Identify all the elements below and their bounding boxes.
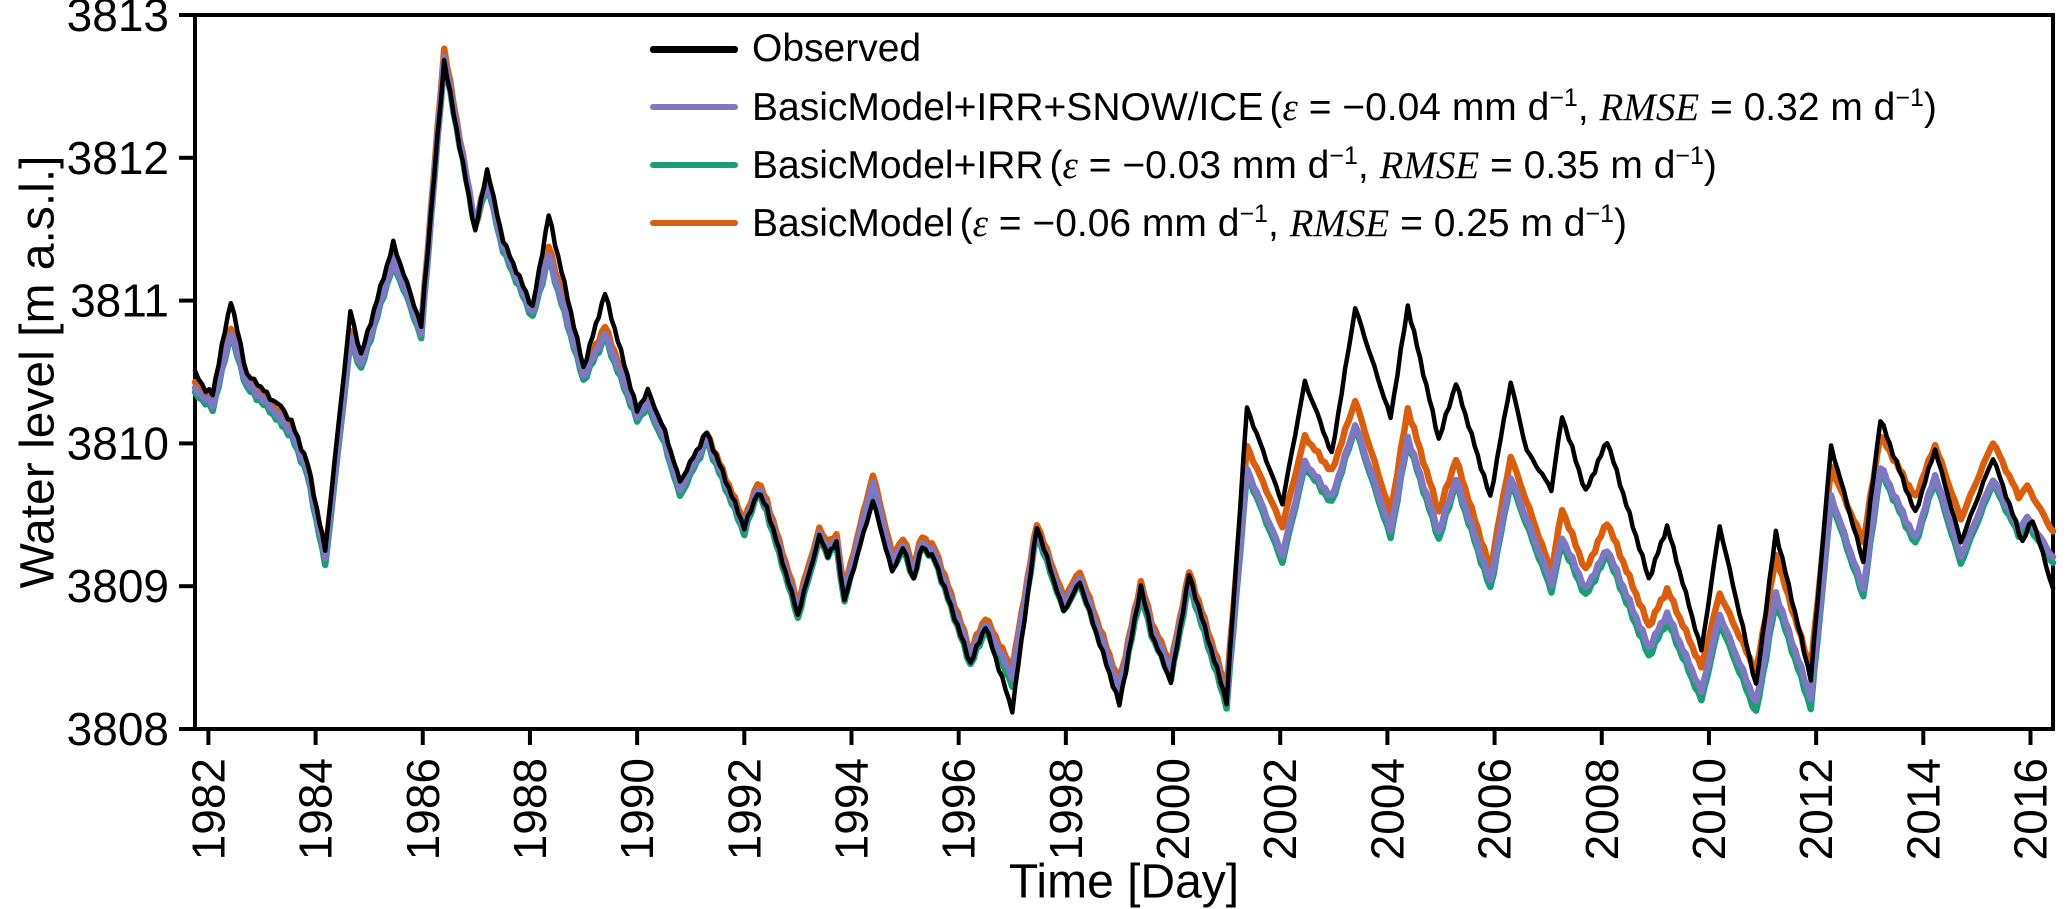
y-tick-label: 3811: [70, 275, 169, 327]
x-tick-label: 2010: [1683, 758, 1735, 860]
x-tick-label: 1990: [611, 758, 663, 860]
legend-label: Observed: [752, 27, 922, 70]
legend-line-swatch: [650, 162, 738, 168]
legend-label: BasicModel+IRR+SNOW/ICE (ε = −0.04 mm d−1…: [752, 83, 1937, 129]
legend-row-basicmodel-irr-snow-ice: BasicModel+IRR+SNOW/ICE (ε = −0.04 mm d−1…: [650, 78, 1937, 136]
y-tick-label: 3809: [67, 560, 169, 612]
legend-line-swatch: [650, 104, 738, 110]
x-tick-label: 2012: [1790, 758, 1842, 860]
y-tick-label: 3812: [67, 132, 169, 184]
legend-line-swatch: [650, 45, 738, 53]
x-tick-label: 2008: [1576, 758, 1628, 860]
y-tick-label: 3813: [67, 0, 169, 41]
legend-row-basicmodel-irr: BasicModel+IRR (ε = −0.03 mm d−1, RMSE = …: [650, 136, 1937, 194]
y-tick-label: 3810: [67, 417, 169, 469]
x-tick-label: 1994: [825, 758, 877, 860]
x-tick-label: 1988: [504, 758, 556, 860]
x-tick-label: 2016: [2004, 758, 2056, 860]
x-tick-label: 2014: [1897, 758, 1949, 860]
x-axis-title: Time [Day]: [1008, 855, 1240, 909]
series-observed: [192, 57, 2056, 715]
legend-stats: (ε = −0.03 mm d−1, RMSE = 0.35 m d−1): [1049, 141, 1717, 187]
x-tick-label: 1998: [1040, 758, 1092, 860]
x-tick-label: 1996: [933, 758, 985, 860]
x-tick-label: 1982: [182, 758, 234, 860]
y-axis-title: Water level [m a.s.l.]: [11, 155, 65, 589]
legend: Observed BasicModel+IRR+SNOW/ICE (ε = −0.0…: [650, 20, 1937, 252]
series-basicmodel-irr-snow-ice: [191, 54, 2057, 704]
legend-row-basicmodel: BasicModel (ε = −0.06 mm d−1, RMSE = 0.25…: [650, 194, 1937, 252]
x-tick-label: 1986: [397, 758, 449, 860]
x-tick-label: 2000: [1147, 758, 1199, 860]
legend-stats: (ε = −0.04 mm d−1, RMSE = 0.32 m d−1): [1269, 83, 1937, 129]
x-tick-label: 2002: [1254, 758, 1306, 860]
x-tick-label: 1992: [718, 758, 770, 860]
x-tick-label: 2006: [1469, 758, 1521, 860]
x-tick-label: 1984: [290, 758, 342, 860]
x-tick-label: 2004: [1361, 758, 1413, 860]
legend-row-observed: Observed: [650, 20, 1937, 78]
legend-label: BasicModel+IRR (ε = −0.03 mm d−1, RMSE = …: [752, 141, 1717, 187]
legend-line-swatch: [650, 220, 738, 226]
y-tick-label: 3808: [67, 703, 169, 755]
legend-label: BasicModel (ε = −0.06 mm d−1, RMSE = 0.25…: [752, 199, 1627, 245]
legend-stats: (ε = −0.06 mm d−1, RMSE = 0.25 m d−1): [959, 199, 1627, 245]
